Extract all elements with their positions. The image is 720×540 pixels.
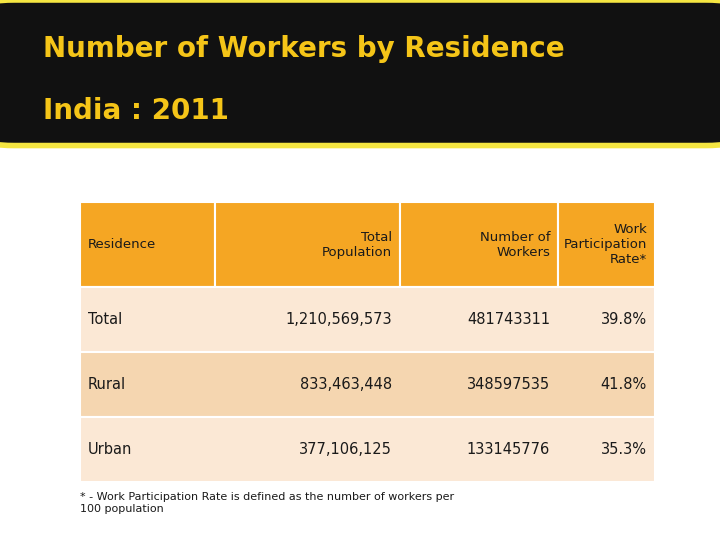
- Text: 39.8%: 39.8%: [601, 312, 647, 327]
- Text: 41.8%: 41.8%: [600, 377, 647, 392]
- Text: Total
Population: Total Population: [322, 231, 392, 259]
- FancyBboxPatch shape: [0, 139, 720, 540]
- Text: 833,463,448: 833,463,448: [300, 377, 392, 392]
- Bar: [400, 202, 558, 287]
- Text: Total: Total: [88, 312, 122, 327]
- Text: * - Work Participation Rate is defined as the number of workers per
100 populati: * - Work Participation Rate is defined a…: [80, 492, 454, 514]
- Text: Residence: Residence: [88, 238, 156, 252]
- Text: 348597535: 348597535: [467, 377, 550, 392]
- Bar: [80, 352, 655, 417]
- Bar: [80, 417, 655, 482]
- Text: Number of Workers by Residence: Number of Workers by Residence: [43, 35, 564, 63]
- Bar: [215, 202, 400, 287]
- Text: 1,210,569,573: 1,210,569,573: [285, 312, 392, 327]
- Text: 35.3%: 35.3%: [601, 442, 647, 457]
- Text: Urban: Urban: [88, 442, 132, 457]
- Text: 377,106,125: 377,106,125: [299, 442, 392, 457]
- Bar: [80, 287, 655, 352]
- FancyBboxPatch shape: [0, 0, 720, 145]
- Text: Number of
Workers: Number of Workers: [480, 231, 550, 259]
- Bar: [80, 202, 215, 287]
- Bar: [558, 202, 655, 287]
- Text: 133145776: 133145776: [467, 442, 550, 457]
- Text: 481743311: 481743311: [467, 312, 550, 327]
- Text: India : 2011: India : 2011: [43, 97, 229, 125]
- Text: Work
Participation
Rate*: Work Participation Rate*: [564, 224, 647, 266]
- Text: Rural: Rural: [88, 377, 126, 392]
